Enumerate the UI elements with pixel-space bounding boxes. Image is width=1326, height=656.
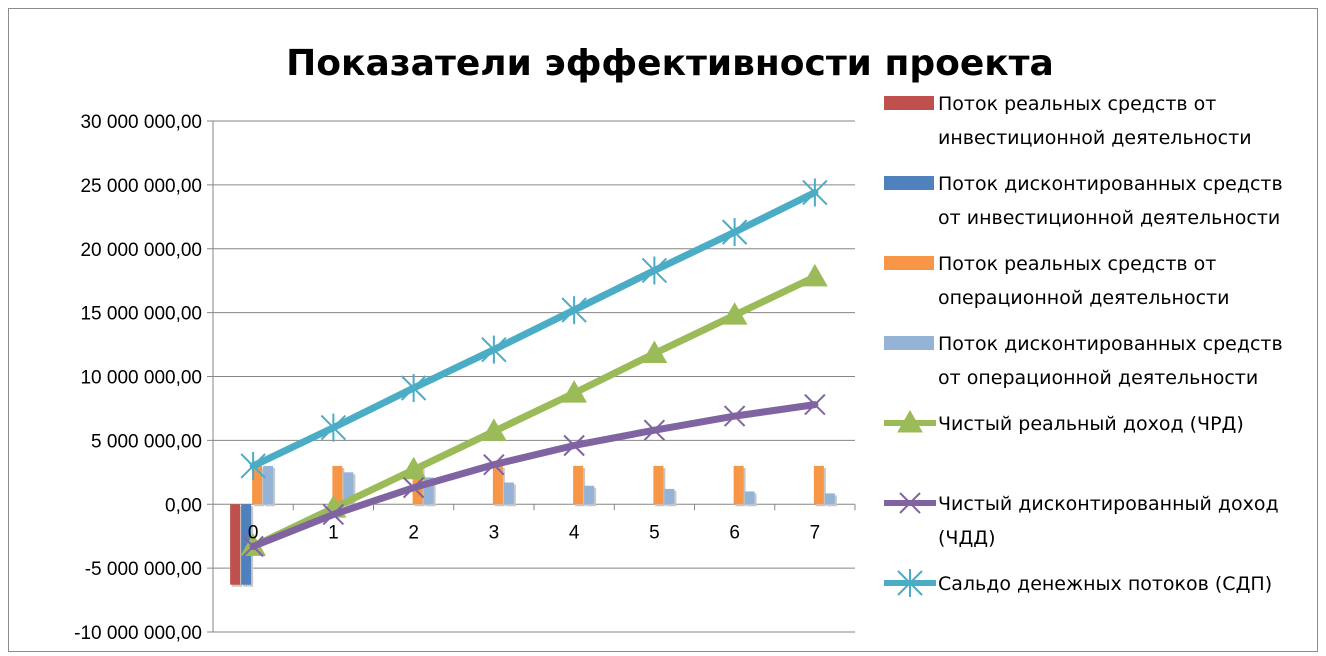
bar [423,477,434,505]
bar [343,472,354,505]
marker-x [804,393,826,416]
marker-triangle [561,380,587,403]
legend-label: Поток реальных средств от [938,93,1216,115]
marker-star [240,451,266,480]
y-tick-label: -5 000 000,00 [85,559,202,580]
bar [744,491,755,505]
marker-x [643,419,666,441]
legend-label: инвестиционной деятельности [938,127,1252,149]
legend-label: Поток дисконтированных средств [938,333,1283,355]
x-tick-label: 3 [489,522,500,543]
chart-frame [8,8,1318,652]
marker-x [322,503,345,526]
series-line [249,189,819,470]
grid [213,120,855,633]
bar [813,465,824,505]
y-tick-label: 0,00 [165,495,202,516]
x-tick-label: 2 [408,522,419,543]
legend-label: Чистый дисконтированный доход [938,493,1279,515]
x-tick-label: 5 [649,522,660,543]
legend-label: Поток реальных средств от [938,253,1216,275]
marker-x [563,434,585,457]
bar [263,465,274,505]
bar [230,504,241,585]
series-line [249,401,819,550]
marker-star [802,178,828,207]
lines [240,178,828,558]
y-tick-label: 25 000 000,00 [80,176,202,197]
marker-triangle [802,263,828,287]
bar [584,485,595,505]
marker-triangle [721,302,748,325]
marker-star [641,256,668,285]
marker-x [723,405,746,427]
legend-label: Чистый реальный доход (ЧРД) [938,413,1244,435]
x-tick-label: 4 [569,522,580,543]
marker-x [483,453,505,476]
legend-swatch [884,256,934,270]
legend-label: (ЧДД) [938,527,996,549]
x-tick-label: 1 [328,522,339,543]
marker-triangle [641,340,668,364]
x-tick-label: 0 [248,522,259,543]
marker-triangle [897,409,923,433]
bar [824,493,835,505]
marker-star [897,569,923,597]
legend-label: от операционной деятельности [938,367,1258,389]
legend-swatch [884,336,934,350]
legend-label: от инвестиционной деятельности [938,207,1280,229]
y-tick-label: 30 000 000,00 [80,112,202,133]
bar [241,504,252,585]
marker-star [561,296,587,325]
bar [733,465,744,505]
marker-star [320,413,347,442]
marker-triangle [400,456,427,480]
series-line [249,273,819,550]
legend-label: Поток дисконтированных средств [938,173,1283,195]
y-tick-label: 10 000 000,00 [80,368,202,389]
y-tick-label: 5 000 000,00 [91,431,202,452]
bar [252,465,263,505]
bar [653,465,664,505]
y-tick-label: -10 000 000,00 [74,623,202,644]
marker-x [899,492,921,514]
bar [503,482,514,505]
legend: Поток реальных средств от инвестиционной … [884,93,1283,597]
marker-star [400,373,427,402]
legend-swatch [884,176,934,190]
marker-star [721,218,748,247]
y-tick-label: 15 000 000,00 [80,304,202,325]
marker-x [402,476,425,499]
bar [492,465,503,505]
marker-triangle [481,418,507,441]
legend-swatch [884,96,934,110]
bar [664,488,675,505]
bar [573,465,584,505]
legend-label: операционной деятельности [938,287,1229,309]
chart-title: Показатели эффективности проекта [286,43,1054,84]
marker-x [242,535,264,558]
x-tick-label: 7 [810,522,821,543]
legend-label: Сальдо денежных потоков (СДП) [938,573,1272,595]
marker-star [481,335,507,364]
bar [332,465,343,505]
x-tick-label: 6 [729,522,740,543]
y-tick-label: 20 000 000,00 [80,240,202,261]
